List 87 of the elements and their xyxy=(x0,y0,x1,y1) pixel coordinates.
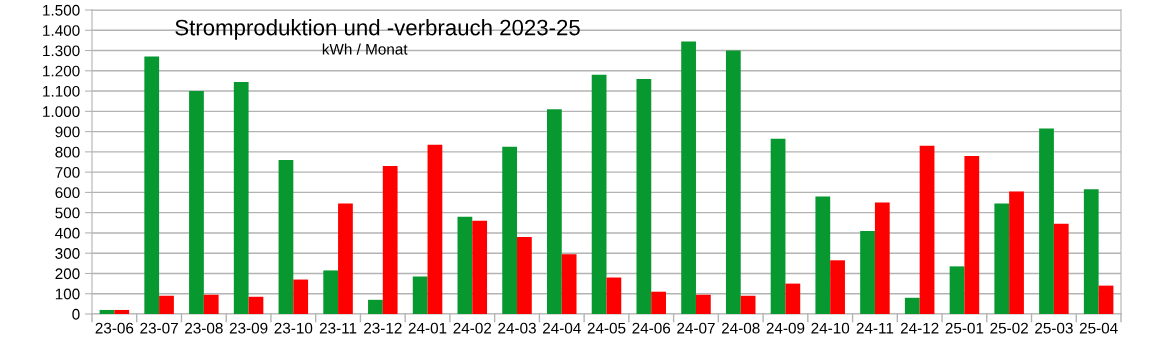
bar xyxy=(904,297,920,314)
x-tick-label: 23-06 xyxy=(95,322,134,334)
y-tick-label: 0 xyxy=(72,308,80,320)
bar xyxy=(1053,223,1069,314)
y-tick-label: 400 xyxy=(55,227,80,239)
y-tick-label: 1.200 xyxy=(43,65,80,77)
y-tick-label: 600 xyxy=(55,187,80,199)
y-tick-label: 1.500 xyxy=(43,4,80,16)
y-tick-label: 1.400 xyxy=(43,25,80,36)
bar xyxy=(457,216,473,314)
y-tick-label: 300 xyxy=(55,248,80,259)
bar xyxy=(1039,128,1054,314)
x-tick-label: 25-03 xyxy=(1035,322,1073,334)
bar xyxy=(547,109,562,314)
bar xyxy=(651,291,666,314)
bar xyxy=(830,260,845,314)
x-tick-label: 23-07 xyxy=(140,322,178,334)
bar xyxy=(815,196,831,314)
bar xyxy=(278,159,294,314)
bar xyxy=(382,166,398,314)
bar xyxy=(427,144,443,314)
bar xyxy=(323,270,339,314)
x-tick-label: 23-08 xyxy=(185,322,223,334)
bar xyxy=(144,56,160,314)
x-tick-label: 25-04 xyxy=(1079,322,1118,334)
bar xyxy=(770,138,786,314)
bar xyxy=(681,41,696,314)
x-tick-label: 24-02 xyxy=(453,322,492,334)
x-tick-label: 24-11 xyxy=(856,322,894,334)
x-tick-label: 25-02 xyxy=(990,322,1028,334)
x-tick-label: 24-08 xyxy=(721,322,760,334)
bar xyxy=(293,279,309,314)
y-tick-label: 200 xyxy=(55,268,80,280)
y-tick-label: 1.300 xyxy=(43,45,80,57)
bar xyxy=(919,145,935,314)
x-tick-label: 24-04 xyxy=(542,322,581,334)
y-tick-label: 1.100 xyxy=(43,85,80,97)
bar xyxy=(561,254,577,314)
x-tick-label: 24-09 xyxy=(766,322,805,334)
x-tick-label: 24-05 xyxy=(587,322,626,334)
bar xyxy=(860,230,875,314)
x-tick-label: 23-12 xyxy=(364,322,402,334)
bar xyxy=(591,74,607,314)
x-tick-label: 24-07 xyxy=(677,322,715,334)
bar xyxy=(502,146,518,314)
bar xyxy=(994,203,1010,314)
bar xyxy=(1098,285,1114,314)
x-tick-label: 23-09 xyxy=(229,322,268,334)
bar xyxy=(964,155,980,314)
bar xyxy=(606,277,622,314)
x-tick-label: 24-12 xyxy=(900,322,939,334)
bar xyxy=(949,266,965,314)
y-tick-label: 800 xyxy=(55,146,80,158)
bar xyxy=(248,296,264,314)
bar xyxy=(203,294,219,314)
bar xyxy=(785,283,801,314)
bar xyxy=(636,78,652,314)
x-tick-label: 23-11 xyxy=(319,322,357,334)
bar xyxy=(233,81,249,314)
bar xyxy=(368,299,383,314)
bar xyxy=(159,295,174,314)
bar xyxy=(517,236,532,314)
y-tick-label: 900 xyxy=(55,126,80,138)
x-tick-label: 24-10 xyxy=(811,322,850,334)
bar xyxy=(695,294,711,314)
bar xyxy=(189,91,204,314)
x-tick-label: 24-06 xyxy=(632,322,671,334)
bar xyxy=(472,220,488,314)
x-tick-label: 25-01 xyxy=(945,322,984,334)
x-tick-label: 24-03 xyxy=(498,322,536,334)
y-tick-label: 100 xyxy=(55,288,80,300)
x-tick-label: 24-01 xyxy=(408,322,447,334)
bar xyxy=(412,276,428,314)
bar xyxy=(99,309,115,314)
bar xyxy=(1083,189,1099,314)
chart-title: Stromproduktion und -verbrauch 2023-25 xyxy=(175,19,580,40)
y-tick-label: 500 xyxy=(55,207,80,219)
bar xyxy=(874,202,890,314)
bar xyxy=(740,295,756,314)
bar xyxy=(338,203,353,314)
y-tick-label: 700 xyxy=(55,167,80,178)
text: kWh / Monat xyxy=(322,43,408,55)
x-tick-label: 23-10 xyxy=(274,322,313,334)
bar xyxy=(114,309,130,314)
bar xyxy=(725,50,741,314)
bar xyxy=(1009,191,1024,314)
y-tick-label: 1.000 xyxy=(43,106,80,118)
